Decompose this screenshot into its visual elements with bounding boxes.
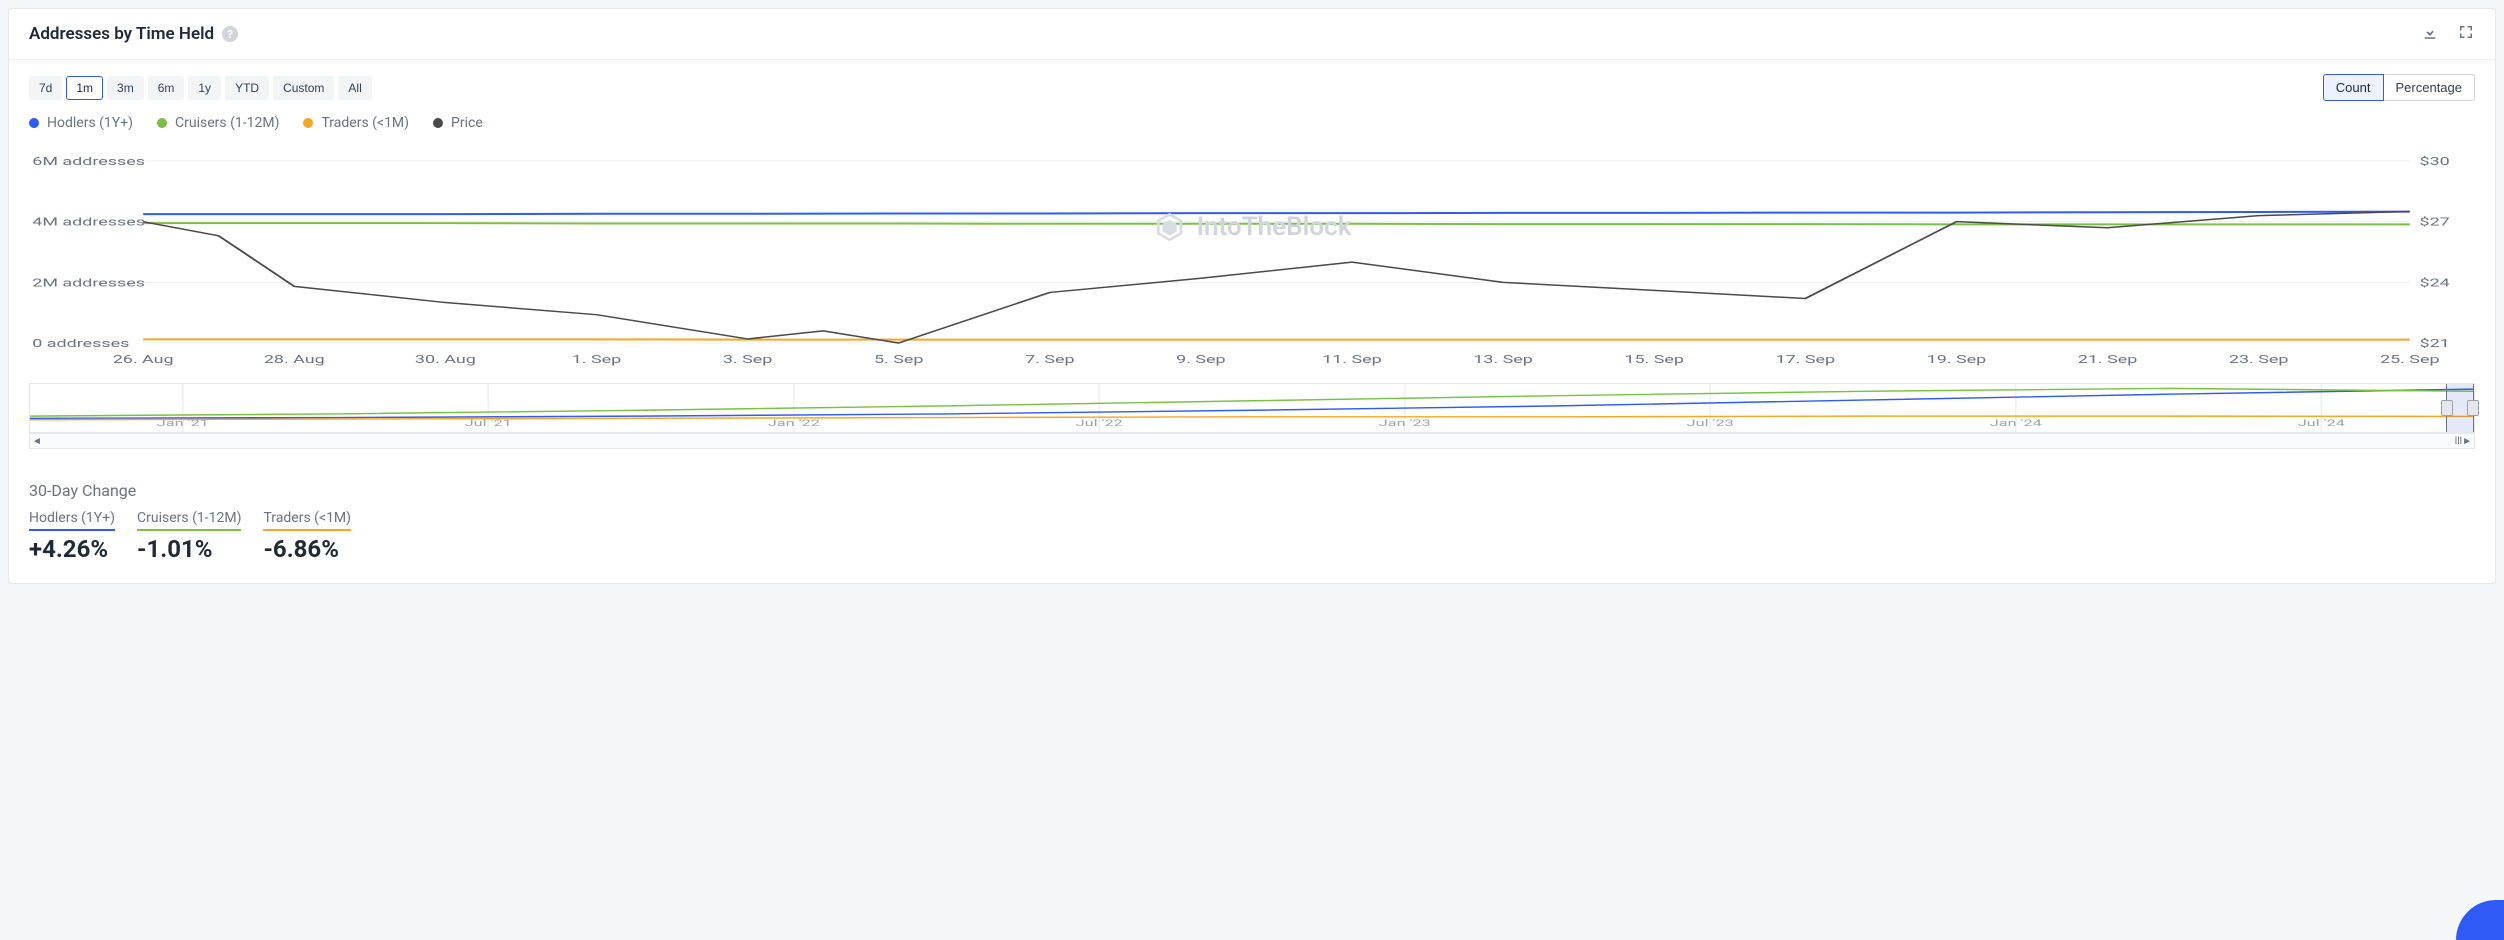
svg-text:19. Sep: 19. Sep — [1927, 353, 1987, 366]
summary-cell-cruisers: Cruisers (1-12M) -1.01% — [137, 510, 241, 563]
legend-item[interactable]: Price — [433, 115, 483, 131]
download-icon[interactable] — [2421, 23, 2439, 45]
svg-text:$21: $21 — [2420, 337, 2450, 350]
summary-cell-traders: Traders (<1M) -6.86% — [263, 510, 351, 563]
controls-bar: 7d1m3m6m1yYTDCustomAll CountPercentage — [9, 60, 2495, 107]
navigator[interactable]: Jan '21Jul '21Jan '22Jul '22Jan '23Jul '… — [29, 383, 2475, 433]
svg-text:23. Sep: 23. Sep — [2229, 353, 2289, 366]
svg-text:Jul '23: Jul '23 — [1687, 418, 1734, 429]
svg-text:17. Sep: 17. Sep — [1776, 353, 1836, 366]
view-btn-percentage[interactable]: Percentage — [2384, 74, 2476, 101]
chart-card: Addresses by Time Held ? 7d1m3m6m1yYTDCu… — [8, 8, 2496, 584]
legend-label: Cruisers (1-12M) — [175, 115, 279, 131]
range-btn-6m[interactable]: 6m — [148, 76, 185, 100]
svg-text:7. Sep: 7. Sep — [1025, 353, 1074, 366]
expand-icon[interactable] — [2457, 23, 2475, 45]
svg-text:25. Sep: 25. Sep — [2380, 353, 2440, 366]
chat-bubble-icon[interactable] — [2456, 900, 2504, 940]
range-btn-1y[interactable]: 1y — [188, 76, 221, 100]
svg-text:3. Sep: 3. Sep — [723, 353, 772, 366]
scroll-right-icon[interactable]: ► — [2462, 436, 2472, 447]
svg-text:5. Sep: 5. Sep — [874, 353, 923, 366]
view-btn-count[interactable]: Count — [2323, 74, 2384, 101]
svg-text:21. Sep: 21. Sep — [2078, 353, 2138, 366]
range-btn-7d[interactable]: 7d — [29, 76, 62, 100]
title-wrap: Addresses by Time Held ? — [29, 24, 238, 44]
summary-cell-hodlers: Hodlers (1Y+) +4.26% — [29, 510, 115, 563]
summary: 30-Day Change Hodlers (1Y+) +4.26% Cruiser… — [9, 463, 2495, 583]
page-title: Addresses by Time Held — [29, 24, 214, 44]
legend-item[interactable]: Hodlers (1Y+) — [29, 115, 133, 131]
legend-item[interactable]: Cruisers (1-12M) — [157, 115, 279, 131]
legend-label: Hodlers (1Y+) — [47, 115, 133, 131]
legend-label: Price — [451, 115, 483, 131]
svg-text:Jan '24: Jan '24 — [1990, 418, 2043, 429]
svg-text:$30: $30 — [2420, 155, 2450, 168]
navigator-handle[interactable] — [2446, 384, 2474, 432]
legend-dot-icon — [29, 118, 39, 128]
summary-title: 30-Day Change — [29, 481, 2475, 500]
legend-dot-icon — [433, 118, 443, 128]
range-btn-3m[interactable]: 3m — [107, 76, 144, 100]
svg-text:Jul '24: Jul '24 — [2298, 418, 2346, 429]
legend: Hodlers (1Y+) Cruisers (1-12M) Traders (<1… — [9, 107, 2495, 143]
svg-text:26. Aug: 26. Aug — [113, 353, 174, 366]
svg-text:Jul '22: Jul '22 — [1076, 418, 1124, 429]
legend-dot-icon — [157, 118, 167, 128]
svg-text:$24: $24 — [2420, 276, 2451, 289]
svg-text:4M addresses: 4M addresses — [32, 215, 145, 228]
svg-text:11. Sep: 11. Sep — [1322, 353, 1382, 366]
summary-value: -6.86% — [263, 535, 351, 563]
summary-label: Traders (<1M) — [263, 510, 351, 531]
svg-text:0 addresses: 0 addresses — [32, 337, 129, 350]
svg-text:2M addresses: 2M addresses — [32, 276, 145, 289]
svg-text:Jul '21: Jul '21 — [465, 418, 512, 429]
svg-text:15. Sep: 15. Sep — [1624, 353, 1684, 366]
summary-value: -1.01% — [137, 535, 241, 563]
legend-dot-icon — [303, 118, 313, 128]
svg-text:6M addresses: 6M addresses — [32, 155, 145, 168]
legend-label: Traders (<1M) — [321, 115, 409, 131]
range-btn-all[interactable]: All — [338, 76, 371, 100]
view-group: CountPercentage — [2323, 74, 2475, 101]
range-btn-ytd[interactable]: YTD — [225, 76, 269, 100]
summary-row: Hodlers (1Y+) +4.26% Cruisers (1-12M) -1.01… — [29, 510, 2475, 563]
summary-label: Cruisers (1-12M) — [137, 510, 241, 531]
legend-item[interactable]: Traders (<1M) — [303, 115, 409, 131]
svg-text:Jan '22: Jan '22 — [768, 418, 821, 429]
range-group: 7d1m3m6m1yYTDCustomAll — [29, 76, 372, 100]
range-btn-1m[interactable]: 1m — [66, 76, 103, 100]
svg-text:28. Aug: 28. Aug — [264, 353, 325, 366]
svg-text:9. Sep: 9. Sep — [1176, 353, 1225, 366]
svg-text:$27: $27 — [2420, 215, 2450, 228]
chart-zone: IntoTheBlock 6M addresses$304M addresses… — [9, 143, 2495, 375]
navigator-scrollbar[interactable]: ◄ lll ► — [29, 433, 2475, 449]
summary-label: Hodlers (1Y+) — [29, 510, 115, 531]
help-icon[interactable]: ? — [222, 26, 238, 42]
scroll-left-icon[interactable]: ◄ — [32, 436, 42, 447]
svg-text:Jan '23: Jan '23 — [1379, 418, 1431, 429]
scroll-grip-icon[interactable]: lll — [2455, 436, 2462, 447]
navigator-chart: Jan '21Jul '21Jan '22Jul '22Jan '23Jul '… — [30, 384, 2474, 432]
card-header: Addresses by Time Held ? — [9, 9, 2495, 60]
svg-text:30. Aug: 30. Aug — [415, 353, 476, 366]
header-actions — [2421, 23, 2475, 45]
summary-value: +4.26% — [29, 535, 115, 563]
range-btn-custom[interactable]: Custom — [273, 76, 334, 100]
svg-text:1. Sep: 1. Sep — [572, 353, 621, 366]
main-chart[interactable]: 6M addresses $30 4M addresses $27 2M address… — [29, 151, 2475, 371]
svg-text:13. Sep: 13. Sep — [1473, 353, 1533, 366]
